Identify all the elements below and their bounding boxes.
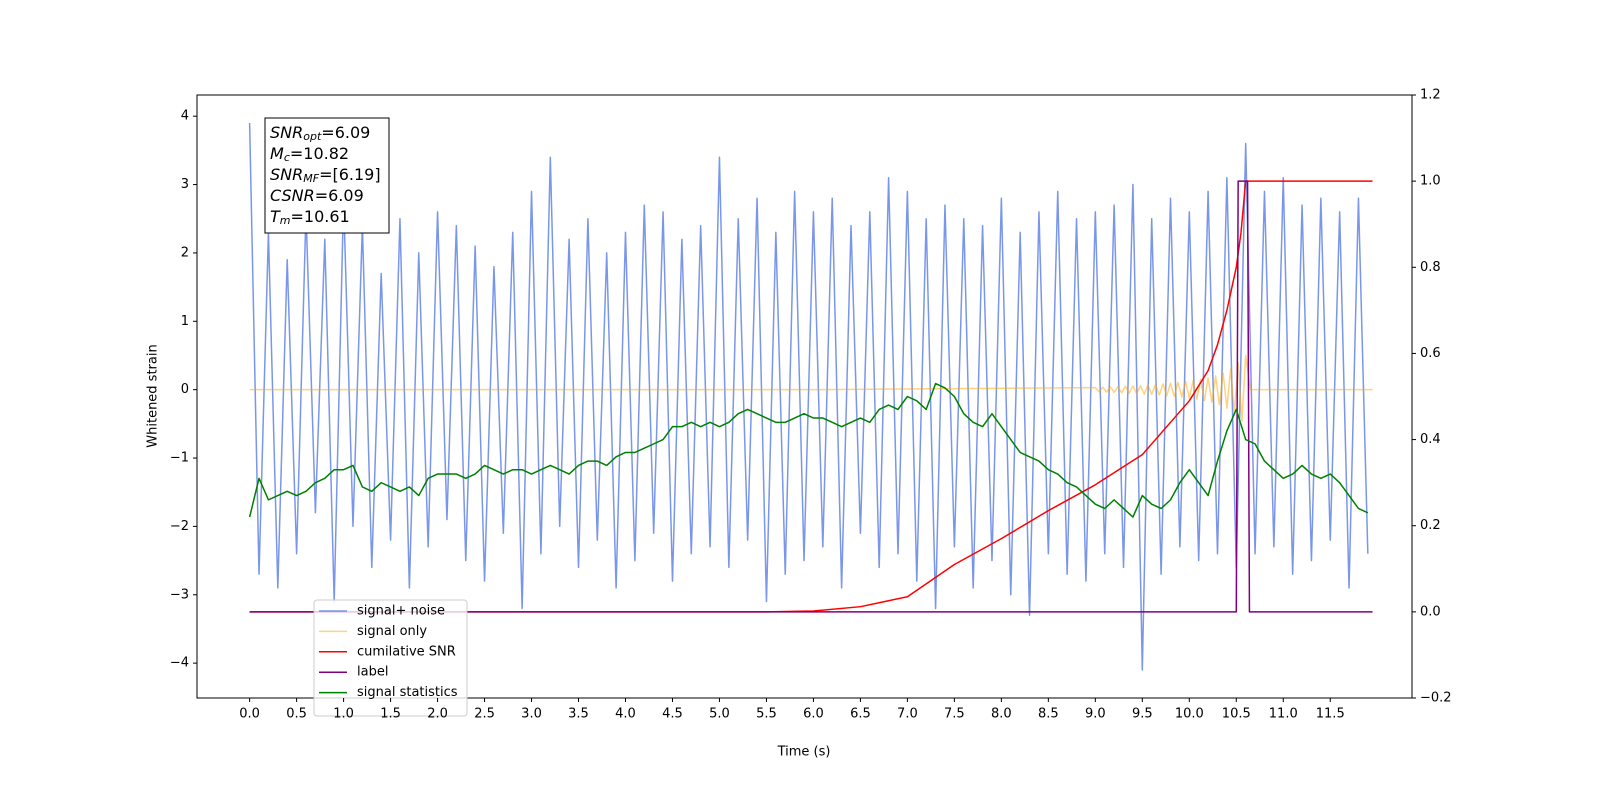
x-tick-label: 0.0 bbox=[239, 707, 260, 722]
series-line bbox=[249, 354, 1373, 422]
x-tick-label: 11.5 bbox=[1316, 707, 1345, 722]
series-line bbox=[248, 123, 1369, 671]
y2-tick-label: 1.2 bbox=[1420, 88, 1441, 103]
annotation-sub: MF bbox=[303, 172, 319, 185]
annotation-frame bbox=[264, 117, 390, 234]
annotation-text: =[6.19] bbox=[319, 165, 381, 184]
y-tick-label: −4 bbox=[170, 656, 189, 671]
x-tick-label: 7.5 bbox=[944, 707, 965, 722]
legend-label: signal statistics bbox=[357, 685, 458, 700]
x-tick-label: 1.0 bbox=[333, 707, 354, 722]
annotation-name: SNR bbox=[270, 123, 303, 142]
y-tick-label: 3 bbox=[181, 177, 189, 192]
legend-label: signal only bbox=[357, 624, 427, 639]
y-tick-label: 0 bbox=[181, 382, 189, 397]
annotation-text: =6.09 bbox=[321, 123, 370, 142]
x-tick-label: 6.0 bbox=[803, 707, 824, 722]
annotation-sub: c bbox=[284, 151, 290, 164]
x-tick-label: 8.5 bbox=[1038, 707, 1059, 722]
x-tick-label: 2.5 bbox=[474, 707, 495, 722]
annotation-text: =6.09 bbox=[315, 186, 364, 205]
annotation-line: Tm=10.61 bbox=[270, 207, 350, 228]
y-axis-label: Whitened strain bbox=[146, 344, 161, 447]
y2-tick-label: 0.6 bbox=[1420, 346, 1441, 361]
annotation-line: SNRopt=6.09 bbox=[270, 123, 370, 144]
annotation-name: SNR bbox=[270, 165, 303, 184]
x-tick-label: 9.0 bbox=[1085, 707, 1106, 722]
x-tick-label: 7.0 bbox=[897, 707, 918, 722]
legend-frame bbox=[313, 599, 468, 717]
x-tick-label: 9.5 bbox=[1132, 707, 1153, 722]
y-tick-label: 1 bbox=[181, 314, 189, 329]
plot-area bbox=[248, 123, 1373, 671]
x-tick-label: 11.0 bbox=[1269, 707, 1298, 722]
y-tick-label: 4 bbox=[181, 109, 189, 124]
annotation-text: =10.82 bbox=[290, 144, 349, 163]
annotation-name: CSNR bbox=[270, 186, 315, 205]
y2-tick-label: 0.0 bbox=[1420, 604, 1441, 619]
annotation-sub: opt bbox=[303, 130, 322, 143]
y2-tick-label: 1.0 bbox=[1420, 174, 1441, 189]
annotation-line: CSNR=6.09 bbox=[270, 186, 364, 205]
annotation-line: Mc=10.82 bbox=[270, 144, 349, 165]
annotation-name: T bbox=[270, 207, 281, 226]
x-tick-label: 3.5 bbox=[568, 707, 589, 722]
y-tick-label: −2 bbox=[170, 519, 189, 534]
x-tick-label: 4.5 bbox=[662, 707, 683, 722]
x-tick-label: 6.5 bbox=[850, 707, 871, 722]
y-tick-label: 2 bbox=[181, 245, 189, 260]
x-tick-label: 5.0 bbox=[709, 707, 730, 722]
y2-tick-label: 0.4 bbox=[1420, 432, 1441, 447]
x-axis-label: Time (s) bbox=[777, 745, 831, 760]
legend: signal+ noise signal only cumilative SNR la… bbox=[313, 599, 468, 717]
y2-tick-label: 0.2 bbox=[1420, 518, 1441, 533]
annotation-box: SNRopt=6.09Mc=10.82SNRMF=[6.19]CSNR=6.09… bbox=[264, 117, 390, 234]
legend-label: label bbox=[357, 665, 388, 680]
x-tick-label: 10.0 bbox=[1175, 707, 1204, 722]
x-tick-label: 5.5 bbox=[756, 707, 777, 722]
series-line bbox=[249, 180, 1373, 613]
x-tick-label: 8.0 bbox=[991, 707, 1012, 722]
x-tick-label: 4.0 bbox=[615, 707, 636, 722]
y-tick-label: −1 bbox=[170, 451, 189, 466]
x-tick-label: 3.0 bbox=[521, 707, 542, 722]
annotation-text: =10.61 bbox=[291, 207, 350, 226]
y2-tick-label: −0.2 bbox=[1420, 691, 1452, 706]
annotation-name: M bbox=[270, 144, 284, 163]
y2-tick-label: 0.8 bbox=[1420, 260, 1441, 275]
y-tick-label: −3 bbox=[170, 587, 189, 602]
axes-frame bbox=[196, 94, 1413, 699]
series-line bbox=[248, 382, 1369, 518]
legend-label: cumilative SNR bbox=[357, 644, 456, 659]
annotation-sub: m bbox=[280, 214, 291, 227]
x-tick-label: 0.5 bbox=[286, 707, 307, 722]
annotation-line: SNRMF=[6.19] bbox=[270, 165, 381, 186]
legend-label: signal+ noise bbox=[357, 604, 445, 619]
x-tick-label: 1.5 bbox=[380, 707, 401, 722]
x-tick-label: 2.0 bbox=[427, 707, 448, 722]
x-tick-label: 10.5 bbox=[1222, 707, 1251, 722]
